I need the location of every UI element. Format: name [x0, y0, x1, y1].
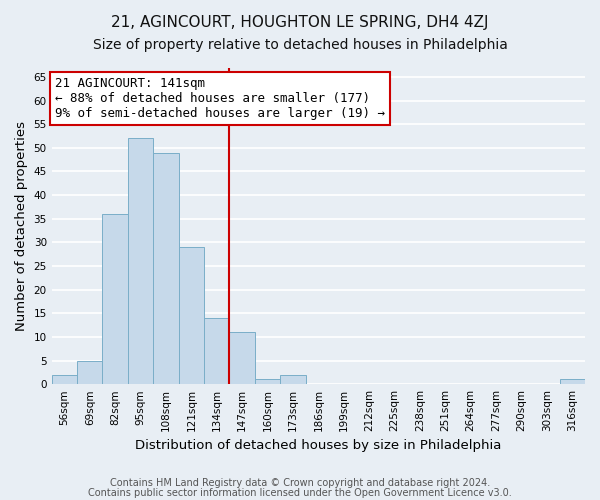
Bar: [179, 247, 204, 384]
Bar: [255, 380, 280, 384]
Text: Contains public sector information licensed under the Open Government Licence v3: Contains public sector information licen…: [88, 488, 512, 498]
Bar: [204, 318, 229, 384]
Bar: [52, 374, 77, 384]
Bar: [128, 138, 153, 384]
Bar: [103, 214, 128, 384]
Text: 21 AGINCOURT: 141sqm
← 88% of detached houses are smaller (177)
9% of semi-detac: 21 AGINCOURT: 141sqm ← 88% of detached h…: [55, 76, 385, 120]
Text: Size of property relative to detached houses in Philadelphia: Size of property relative to detached ho…: [92, 38, 508, 52]
Text: 21, AGINCOURT, HOUGHTON LE SPRING, DH4 4ZJ: 21, AGINCOURT, HOUGHTON LE SPRING, DH4 4…: [111, 15, 489, 30]
Bar: [280, 374, 305, 384]
X-axis label: Distribution of detached houses by size in Philadelphia: Distribution of detached houses by size …: [135, 440, 502, 452]
Y-axis label: Number of detached properties: Number of detached properties: [15, 121, 28, 331]
Bar: [560, 380, 585, 384]
Bar: [77, 360, 103, 384]
Text: Contains HM Land Registry data © Crown copyright and database right 2024.: Contains HM Land Registry data © Crown c…: [110, 478, 490, 488]
Bar: [153, 152, 179, 384]
Bar: [229, 332, 255, 384]
